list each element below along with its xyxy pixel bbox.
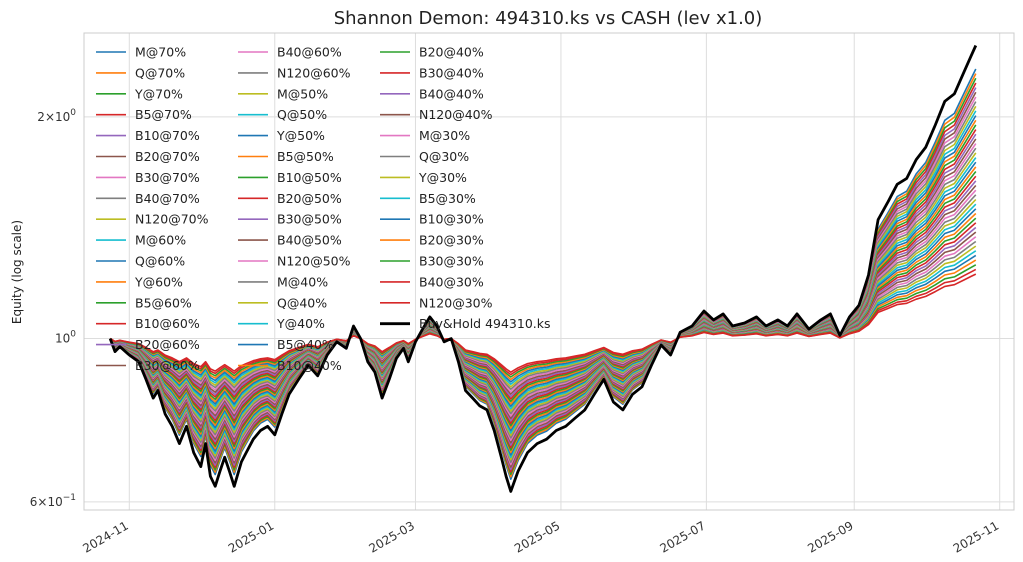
legend-label: Buy&Hold 494310.ks	[419, 316, 551, 331]
buy-hold-line	[108, 44, 978, 493]
legend-label: B20@70%	[135, 149, 200, 164]
legend: M@70% Q@70% Y@70% B5@70% B10@70% B20@70% B30@7…	[96, 45, 551, 373]
legend-label: B40@50%	[277, 233, 342, 248]
legend-label: B10@30%	[419, 212, 484, 227]
legend-label: B40@70%	[135, 191, 200, 206]
legend-label: M@50%	[277, 86, 328, 101]
legend-label: B20@50%	[277, 191, 342, 206]
y-tick-label: 2×100	[37, 108, 76, 124]
legend-label: B5@40%	[277, 337, 334, 352]
legend-label: B30@30%	[419, 254, 484, 269]
legend-label: N120@30%	[419, 295, 493, 310]
legend-label: B5@70%	[135, 107, 192, 122]
legend-label: B5@30%	[419, 191, 476, 206]
legend-label: Q@50%	[277, 107, 327, 122]
legend-label: B20@30%	[419, 233, 484, 248]
legend-label: N120@40%	[419, 107, 493, 122]
legend-label: M@70%	[135, 45, 186, 60]
y-axis-label: Equity (log scale)	[10, 220, 24, 324]
legend-label: Q@70%	[135, 65, 185, 80]
legend-label: B20@60%	[135, 337, 200, 352]
plot-area	[83, 32, 1015, 511]
legend-label: M@60%	[135, 233, 186, 248]
legend-label: Q@40%	[277, 295, 327, 310]
legend-label: B10@40%	[277, 358, 342, 373]
series-layer	[109, 68, 977, 481]
series-line-N120@30%	[109, 273, 977, 374]
legend-label: B40@30%	[419, 274, 484, 289]
legend-label: B40@40%	[419, 86, 484, 101]
legend-label: Y@70%	[134, 86, 183, 101]
legend-label: B40@60%	[277, 45, 342, 60]
legend-label: B10@70%	[135, 128, 200, 143]
legend-label: Y@30%	[418, 170, 467, 185]
legend-label: N120@60%	[277, 65, 351, 80]
y-tick-label: 100	[55, 330, 76, 346]
legend-label: B30@40%	[419, 65, 484, 80]
legend-label: M@40%	[277, 274, 328, 289]
legend-label: Q@60%	[135, 254, 185, 269]
legend-label: Y@50%	[276, 128, 325, 143]
y-tick-label: 6×10−1	[30, 493, 76, 509]
legend-label: M@30%	[419, 128, 470, 143]
legend-label: B30@50%	[277, 212, 342, 227]
legend-label: B10@60%	[135, 316, 200, 331]
legend-label: Y@60%	[134, 274, 183, 289]
y-axis-ticks: 2×100 100 6×10−1	[30, 108, 77, 509]
buy-hold-layer	[108, 44, 978, 493]
legend-label: Q@30%	[419, 149, 469, 164]
legend-label: B30@60%	[135, 358, 200, 373]
legend-label: Y@40%	[276, 316, 325, 331]
legend-label: B5@60%	[135, 295, 192, 310]
legend-label: B20@40%	[419, 45, 484, 60]
legend-label: N120@70%	[135, 212, 209, 227]
grid	[84, 33, 1014, 510]
chart-title: Shannon Demon: 494310.ks vs CASH (lev x1…	[334, 8, 763, 29]
legend-label: B5@50%	[277, 149, 334, 164]
legend-label: N120@50%	[277, 254, 351, 269]
legend-label: B30@70%	[135, 170, 200, 185]
legend-label: B10@50%	[277, 170, 342, 185]
